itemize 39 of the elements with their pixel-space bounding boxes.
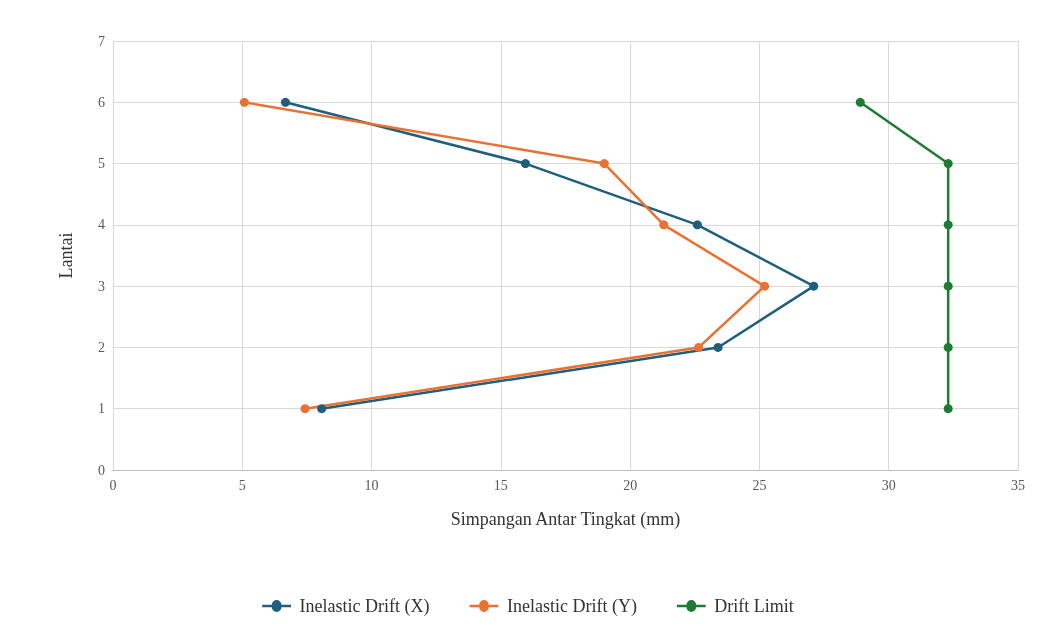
point [692,220,702,230]
x-tick-label: 35 [1011,477,1025,493]
y-tick-label: 7 [98,33,105,49]
y-tick-label: 3 [98,278,105,294]
point [855,97,865,107]
x-tick-label: 30 [881,477,896,493]
legend-label: Inelastic Drift (X) [299,596,430,617]
point [760,281,770,291]
point [943,220,953,230]
legend-label: Inelastic Drift (Y) [506,596,637,617]
point [943,281,953,291]
point [713,342,723,352]
y-tick-label: 1 [98,401,105,417]
x-tick-label: 20 [623,477,638,493]
y-tick-label: 4 [98,217,105,233]
point [239,97,249,107]
y-tick-label: 5 [98,156,105,172]
y-tick-label: 2 [98,339,105,355]
point [520,159,530,169]
x-tick-label: 10 [364,477,379,493]
point [694,342,704,352]
x-tick-label: 15 [493,477,508,493]
x-axis-title: Simpangan Antar Tingkat (mm) [450,509,681,530]
point [943,342,953,352]
x-tick-label: 5 [238,477,246,493]
legend-label: Drift Limit [714,596,794,616]
point [317,404,327,414]
y-tick-label: 6 [98,94,105,110]
x-tick-label: 25 [752,477,767,493]
point [300,404,310,414]
point [659,220,669,230]
point [943,159,953,169]
point [599,159,609,169]
y-axis-title: Lantai [56,232,76,279]
point [280,97,290,107]
point [943,404,953,414]
point [809,281,819,291]
y-tick-label: 0 [98,462,105,478]
x-tick-label: 0 [109,477,117,493]
